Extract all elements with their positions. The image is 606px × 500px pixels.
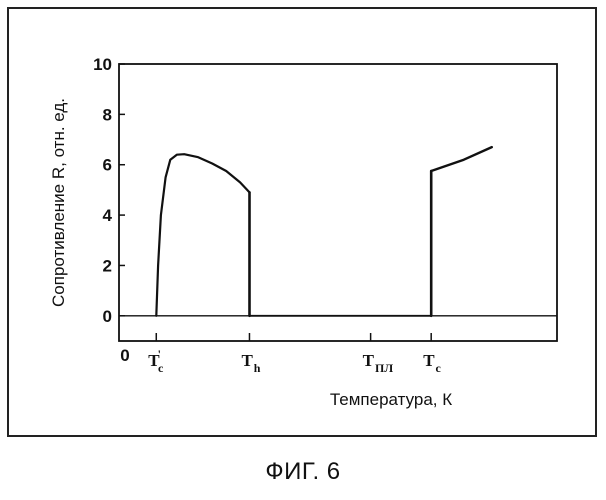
series-line <box>156 154 249 316</box>
x-mark-sub: c <box>436 361 442 375</box>
y-tick-label: 4 <box>103 206 113 225</box>
y-tick-label: 6 <box>103 156 112 175</box>
plot-axes <box>119 64 557 341</box>
x-mark-label: TПЛ <box>363 351 394 375</box>
x-axis-title: Температура, К <box>330 390 452 409</box>
x-mark-label: T'c <box>148 347 164 375</box>
y-tick-label: 10 <box>93 55 112 74</box>
x-mark-label: Tc <box>423 351 441 375</box>
y-tick-label: 0 <box>103 307 112 326</box>
x-mark-main: T <box>363 351 375 370</box>
y-axis-title: Сопротивление R, отн. ед. <box>49 98 68 307</box>
y-tick-label: 2 <box>103 256 112 275</box>
x-marks: T'cThTПЛTc <box>148 333 441 375</box>
figure-frame: 0246810 T'cThTПЛTc 0 Сопротивление R, от… <box>7 7 597 437</box>
figure-caption: ФИГ. 6 <box>0 458 606 486</box>
x-mark-sub: ПЛ <box>375 361 393 375</box>
series-line <box>431 147 492 171</box>
plot-border <box>119 64 557 341</box>
y-tick-label: 8 <box>103 105 112 124</box>
x-mark-main: T <box>423 351 435 370</box>
x-mark-label: Th <box>241 351 260 375</box>
x-mark-main: T <box>241 351 253 370</box>
data-lines <box>156 147 492 316</box>
x-mark-sub: c <box>158 361 164 375</box>
y-ticks: 0 2 4 6 8 10 <box>93 55 125 326</box>
x-origin-label: 0 <box>120 346 129 365</box>
x-mark-sub: h <box>254 361 261 375</box>
resistance-temperature-chart: 0246810 T'cThTПЛTc 0 Сопротивление R, от… <box>9 9 595 435</box>
x-mark-prime: ' <box>158 347 161 361</box>
